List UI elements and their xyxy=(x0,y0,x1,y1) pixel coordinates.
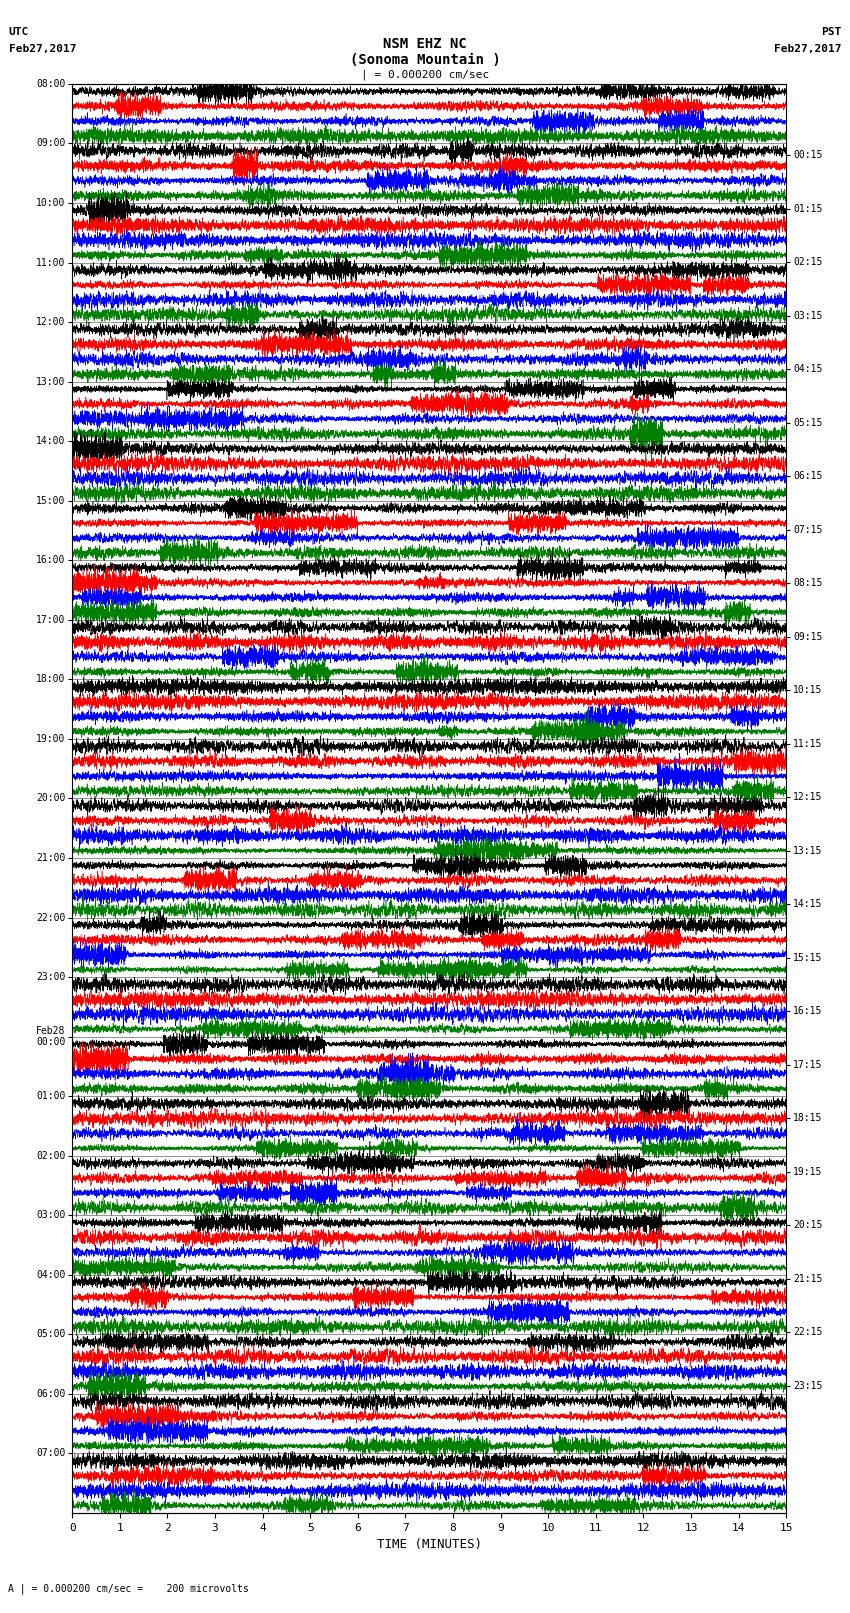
Text: PST: PST xyxy=(821,27,842,37)
Text: UTC: UTC xyxy=(8,27,29,37)
Text: Feb27,2017: Feb27,2017 xyxy=(774,44,842,53)
X-axis label: TIME (MINUTES): TIME (MINUTES) xyxy=(377,1539,482,1552)
Text: A | = 0.000200 cm/sec =    200 microvolts: A | = 0.000200 cm/sec = 200 microvolts xyxy=(8,1582,249,1594)
Text: (Sonoma Mountain ): (Sonoma Mountain ) xyxy=(349,53,501,68)
Text: | = 0.000200 cm/sec: | = 0.000200 cm/sec xyxy=(361,69,489,81)
Text: NSM EHZ NC: NSM EHZ NC xyxy=(383,37,467,52)
Text: Feb27,2017: Feb27,2017 xyxy=(8,44,76,53)
